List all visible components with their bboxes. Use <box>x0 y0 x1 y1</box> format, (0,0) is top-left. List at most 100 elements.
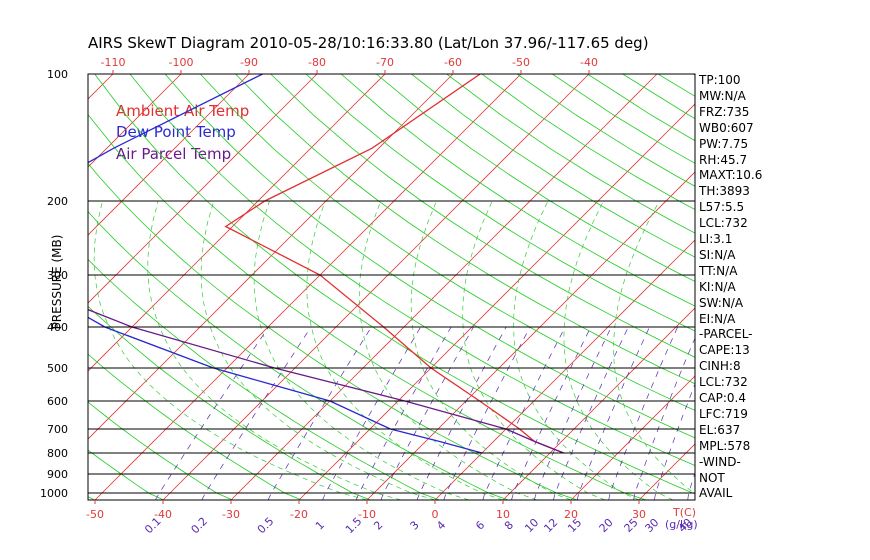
isotherm-line <box>0 74 45 500</box>
pressure-tick-label: 100 <box>47 68 68 81</box>
mixing-ratio-line <box>267 326 372 500</box>
index-line: WB0:607 <box>699 120 754 135</box>
top-temp-tick-label: -110 <box>101 56 126 69</box>
dry-adiabat-line <box>88 401 233 500</box>
bottom-temp-tick-label: -40 <box>154 508 172 521</box>
dry-adiabat-line <box>235 74 695 385</box>
dry-adiabat-line <box>88 162 578 500</box>
ambient-temp-series <box>224 74 564 454</box>
mixing-ratio-tick-label: 8 <box>502 518 516 532</box>
dry-adiabat-line <box>0 74 26 500</box>
dry-adiabat-line <box>129 74 695 466</box>
isotherm-line <box>88 74 318 304</box>
mixing-ratio-tick-label: 0.5 <box>255 515 277 537</box>
top-temp-tick-label: -70 <box>376 56 394 69</box>
bottom-temp-tick-label: -10 <box>358 508 376 521</box>
pressure-tick-label: 300 <box>47 269 68 282</box>
dry-adiabat-line <box>692 74 695 76</box>
top-temp-tick-label: -40 <box>580 56 598 69</box>
mixing-ratio-tick-label: 2 <box>371 518 385 532</box>
index-line: AVAIL <box>699 486 733 501</box>
pressure-tick-label: 200 <box>47 195 68 208</box>
index-line: KI:N/A <box>699 279 736 294</box>
top-temp-tick-label: -50 <box>512 56 530 69</box>
index-line: LCL:732 <box>699 375 748 390</box>
index-line: SI:N/A <box>699 247 736 262</box>
index-line: TT:N/A <box>699 263 738 278</box>
index-line: RH:45.7 <box>699 152 748 167</box>
dry-adiabat-line <box>552 74 695 164</box>
bottom-temp-tick-label: -50 <box>86 508 104 521</box>
mixing-ratio-line <box>416 326 507 500</box>
pressure-tick-label: 1000 <box>40 487 68 500</box>
mixing-ratio-line <box>355 326 452 500</box>
dry-adiabat-line <box>340 74 695 307</box>
mixing-ratio-line <box>201 326 312 500</box>
isotherm-line <box>88 74 182 168</box>
dry-adiabat-line <box>88 305 371 500</box>
dry-adiabat-line <box>481 74 695 211</box>
index-line: LI:3.1 <box>699 232 733 246</box>
bottom-temp-tick-label: 30 <box>632 508 646 521</box>
pressure-tick-label: 900 <box>47 468 68 481</box>
moist-adiabat-line <box>462 200 606 500</box>
index-line: PW:7.75 <box>699 136 749 151</box>
moist-adiabat-line <box>513 200 640 500</box>
dry-adiabat-line <box>200 74 695 411</box>
bottom-temp-tick-label: 0 <box>432 508 439 521</box>
mixing-ratio-tick-label: 20 <box>597 516 616 535</box>
mixing-ratio-tick-label: 10 <box>522 516 541 535</box>
dry-adiabat-line <box>88 258 440 500</box>
dry-adiabat-line <box>164 74 695 439</box>
isotherm-line <box>707 74 870 500</box>
bottom-temp-tick-label: -30 <box>222 508 240 521</box>
bottom-temp-tick-label: 20 <box>564 508 578 521</box>
mixing-ratio-tick-label: 0.2 <box>189 515 211 537</box>
moist-adiabat-line <box>93 200 368 500</box>
mixing-ratio-line <box>155 326 269 500</box>
dry-adiabat-line <box>88 449 164 500</box>
bottom-temp-tick-label: 10 <box>496 508 510 521</box>
top-temp-tick-label: -100 <box>169 56 194 69</box>
index-line: LFC:719 <box>699 406 748 421</box>
index-line: TP:100 <box>699 73 741 87</box>
index-line: EL:637 <box>699 422 741 437</box>
index-line: NOT <box>699 470 725 485</box>
dry-adiabat-line <box>88 496 95 500</box>
top-temp-tick-label: -90 <box>240 56 258 69</box>
index-line: TH:3893 <box>699 184 750 199</box>
index-line: FRZ:735 <box>699 104 750 119</box>
dry-adiabat-line <box>270 74 695 358</box>
plot-frame <box>87 73 696 501</box>
dry-adiabat-line <box>411 74 695 258</box>
mixing-ratio-tick-label: 3 <box>408 518 422 532</box>
dry-adiabat-line <box>305 74 695 332</box>
dew-point-series <box>88 74 483 454</box>
moist-adiabat-line <box>253 200 470 500</box>
isotherm-line <box>88 74 250 236</box>
pressure-tick-label: 500 <box>47 362 68 375</box>
isotherm-line <box>162 74 590 500</box>
legend-dew-point-temp: Dew Point Temp <box>116 123 236 141</box>
moist-adiabat-line <box>410 200 572 500</box>
mixing-ratio-line <box>633 337 695 500</box>
isotherm-line <box>638 443 695 500</box>
index-line: L57:5.5 <box>699 200 745 215</box>
index-line: SW:N/A <box>699 295 744 310</box>
moist-adiabat-line <box>613 200 695 495</box>
moist-adiabat-line <box>200 200 436 500</box>
mixing-ratio-tick-label: 1 <box>313 518 327 532</box>
isotherm-line <box>88 74 454 440</box>
mixing-ratio-unit-label: (g/kg) <box>665 518 698 531</box>
pressure-tick-label: 700 <box>47 423 68 436</box>
isotherm-line <box>88 74 114 100</box>
mixing-ratio-line <box>322 326 422 500</box>
index-line: MAXT:10.6 <box>699 168 763 183</box>
isotherm-line <box>366 171 695 500</box>
moist-adiabat-line <box>563 200 674 500</box>
isotherm-line <box>230 74 658 500</box>
isotherm-line <box>434 239 695 500</box>
legend-air-parcel-temp: Air Parcel Temp <box>116 145 232 163</box>
moist-adiabat-line <box>306 200 504 500</box>
